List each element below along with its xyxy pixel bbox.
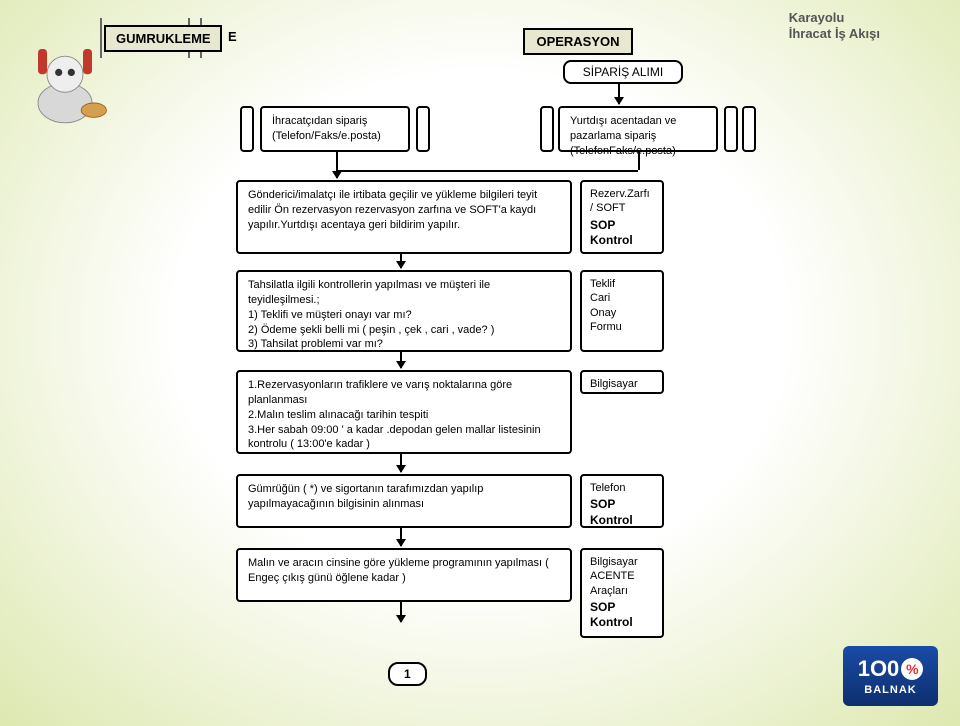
doc-title: Karayoluİhracat İş Akışı (789, 10, 880, 41)
brand-logo: 1O0%BALNAK (843, 646, 938, 706)
step-4-side: TelefonSOPKontrol (580, 474, 664, 528)
sop-kontrol: SOPKontrol (590, 600, 654, 631)
step-5-side: BilgisayarACENTEAraçlarıSOPKontrol (580, 548, 664, 638)
arrow-step-5 (400, 602, 402, 622)
input-left: İhracatçıdan sipariş (Telefon/Faks/e.pos… (260, 106, 410, 152)
arrow-step-2 (400, 352, 402, 368)
arrow-step-3 (400, 454, 402, 472)
step-4: Gümrüğün ( *) ve sigortanın tarafımızdan… (236, 474, 572, 528)
step-2: Tahsilatla ilgili kontrollerin yapılması… (236, 270, 572, 352)
swimlane-extra-e: E (228, 29, 237, 44)
step-1-side: Rezerv.Zarfı/ SOFTSOPKontrol (580, 180, 664, 254)
input-right-flank-left (540, 106, 554, 152)
swimlane-operasyon: OPERASYON (523, 28, 633, 55)
sop-kontrol: SOPKontrol (590, 218, 654, 249)
step-3: 1.Rezervasyonların trafiklere ve varış n… (236, 370, 572, 454)
step-5: Malın ve aracın cinsine göre yükleme pro… (236, 548, 572, 602)
input-left-flank-left (240, 106, 254, 152)
page-number: 1 (388, 662, 427, 686)
arrow-step-1 (400, 254, 402, 268)
step-2-side: TeklifCariOnayFormu (580, 270, 664, 352)
swimlane-gumrukleme: GUMRUKLEME (104, 25, 222, 52)
input-left-flank-right (416, 106, 430, 152)
step-3-side: Bilgisayar (580, 370, 664, 394)
sub-box-siparis: SİPARİŞ ALIMI (563, 60, 683, 84)
input-right-flank-right (724, 106, 738, 152)
input-right: Yurtdışı acentadan ve pazarlama sipariş … (558, 106, 718, 152)
sop-kontrol: SOPKontrol (590, 497, 654, 528)
input-right-flank-right2 (742, 106, 756, 152)
step-1: Gönderici/imalatçı ile irtibata geçilir … (236, 180, 572, 254)
mascot-icon (20, 40, 110, 130)
arrow-step-4 (400, 528, 402, 546)
